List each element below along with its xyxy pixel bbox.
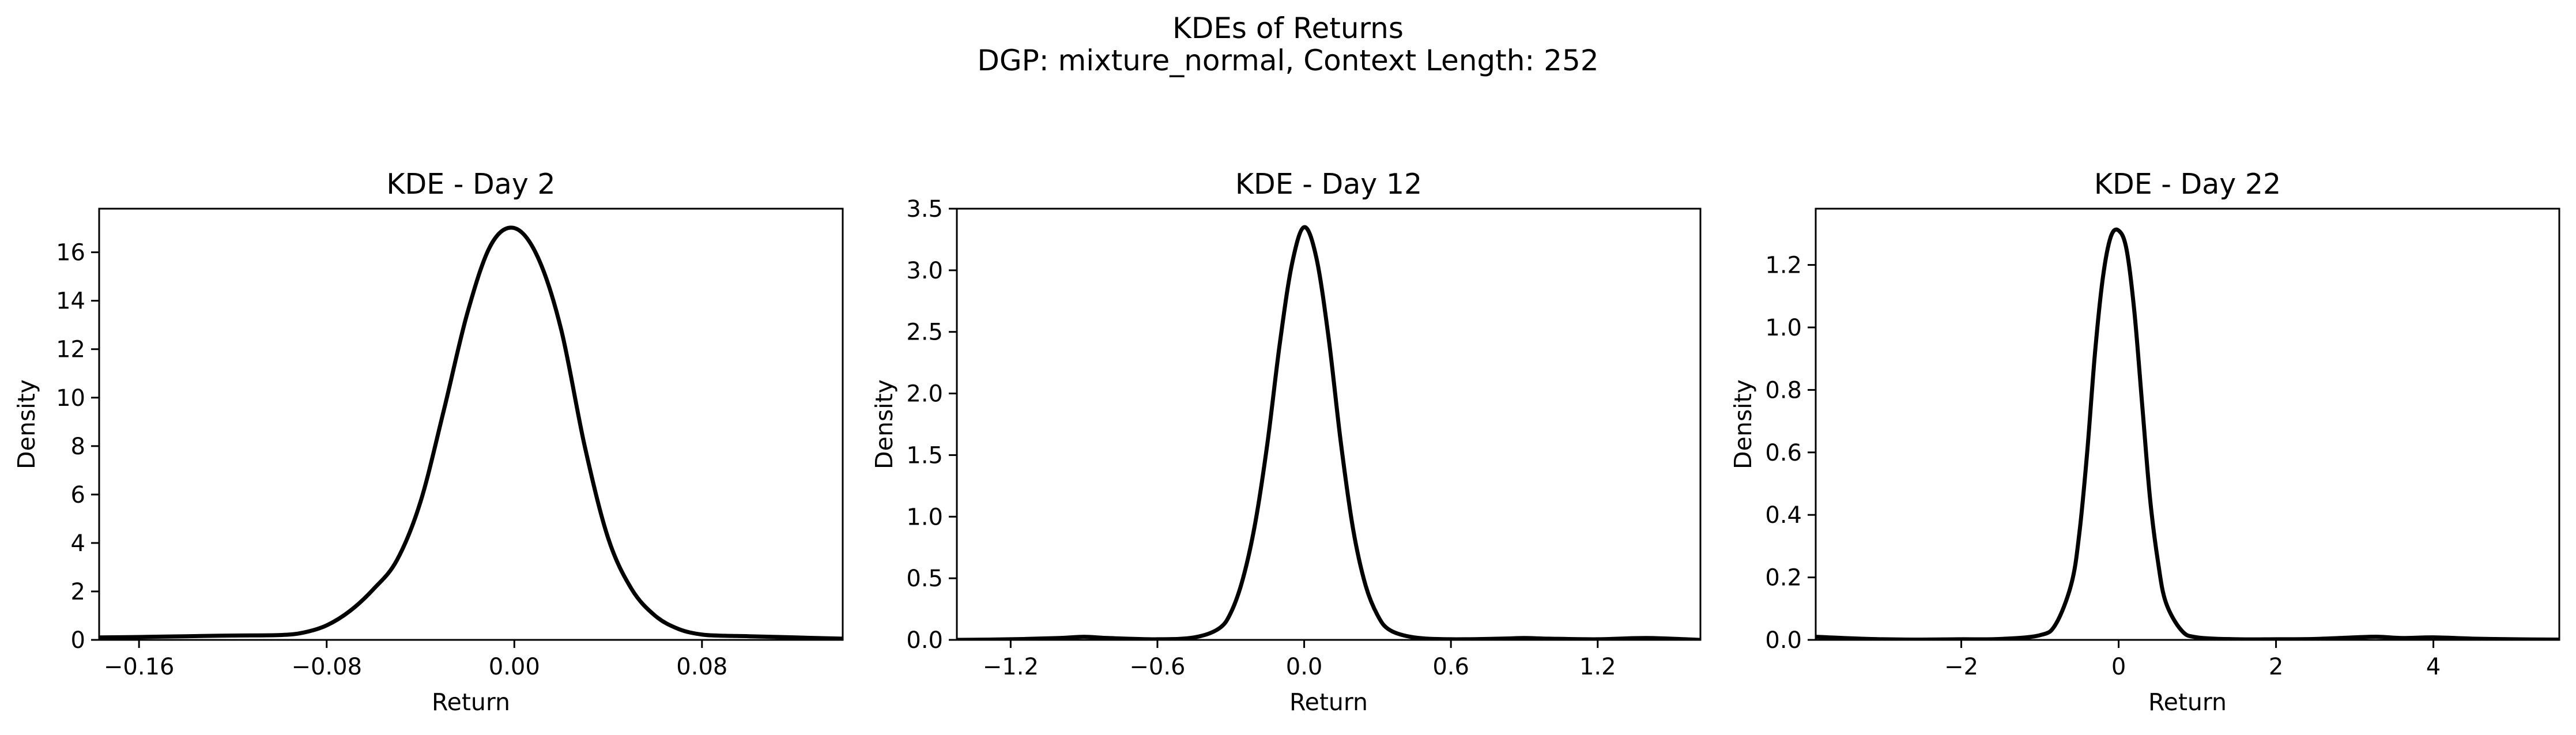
kde-curve	[957, 225, 1700, 640]
y-tick-label: 8	[71, 434, 85, 460]
y-tick-label: 1.2	[1765, 252, 1802, 279]
y-tick-label: 4	[71, 530, 85, 557]
axes-frame	[98, 208, 844, 641]
x-tick-label: 1.2	[1579, 654, 1616, 680]
y-tick-label: 0.6	[1765, 440, 1802, 466]
x-tick-label: −0.6	[1129, 654, 1185, 680]
y-axis-label: Density	[1729, 379, 1757, 469]
x-tick-label: 0.08	[676, 654, 727, 680]
x-tick-label: 2	[2269, 654, 2283, 680]
x-tick-label: 0	[2111, 654, 2126, 680]
x-tick-label: 0.0	[1286, 654, 1323, 680]
subplot-day-22: −2 0 2 4 0.0 0.2 0.4 0.6 0.8 1.0 1.2 KDE - Day 22 Re…	[1729, 168, 2560, 716]
x-tick-label: −1.2	[983, 654, 1039, 680]
y-axis-label: Density	[13, 379, 40, 469]
y-tick-label: 2.0	[906, 381, 943, 408]
y-axis-label: Density	[870, 379, 898, 469]
y-tick-label: 0	[71, 627, 85, 654]
x-axis-label: Return	[1289, 688, 1368, 716]
axes-frame	[956, 208, 1702, 641]
axes-frame	[1815, 208, 2560, 641]
y-tick-label: 2	[71, 579, 85, 605]
x-tick-label: 0.00	[489, 654, 540, 680]
y-tick-label: 3.0	[906, 258, 943, 284]
y-tick-label: 0.0	[906, 627, 943, 654]
y-tick-label: 1.5	[906, 442, 943, 469]
y-tick-label: 6	[71, 482, 85, 508]
y-tick-label: 0.0	[1765, 627, 1802, 654]
x-tick-label: 4	[2426, 654, 2441, 680]
y-tick-label: 16	[56, 240, 85, 266]
y-tick-label: 10	[56, 385, 85, 412]
subplot-day-2: −0.16 −0.08 0.00 0.08 0 2 4 6 8 10 12 14 16 KDE - Day…	[13, 168, 844, 716]
y-tick-label: 12	[56, 337, 85, 363]
y-tick-label: 1.0	[906, 504, 943, 530]
y-tick-label: 0.5	[906, 566, 943, 592]
y-tick-label: 0.4	[1765, 502, 1802, 529]
subplot-title: KDE - Day 22	[2094, 168, 2281, 201]
x-axis-label: Return	[432, 688, 510, 716]
y-tick-label: 0.8	[1765, 377, 1802, 404]
x-tick-label: −0.08	[291, 654, 362, 680]
kde-curve	[1816, 227, 2559, 640]
y-tick-label: 14	[56, 288, 85, 315]
figure-suptitle-line1: KDEs of Returns	[1172, 12, 1404, 45]
x-tick-label: 0.6	[1432, 654, 1469, 680]
y-tick-label: 0.2	[1765, 565, 1802, 591]
y-tick-label: 2.5	[906, 319, 943, 346]
x-tick-label: −2	[1944, 654, 1978, 680]
y-tick-label: 3.5	[906, 196, 943, 223]
subplot-title: KDE - Day 12	[1235, 168, 1422, 201]
x-tick-label: −0.16	[104, 654, 175, 680]
subplot-title: KDE - Day 2	[386, 168, 555, 201]
kde-curve	[99, 225, 843, 640]
subplot-day-12: −1.2 −0.6 0.0 0.6 1.2 0.0 0.5 1.0 1.5 2.0 2.5 3.0 3.…	[870, 168, 1702, 716]
y-tick-label: 1.0	[1765, 315, 1802, 341]
x-axis-label: Return	[2148, 688, 2227, 716]
figure-suptitle-line2: DGP: mixture_normal, Context Length: 252	[977, 44, 1599, 77]
